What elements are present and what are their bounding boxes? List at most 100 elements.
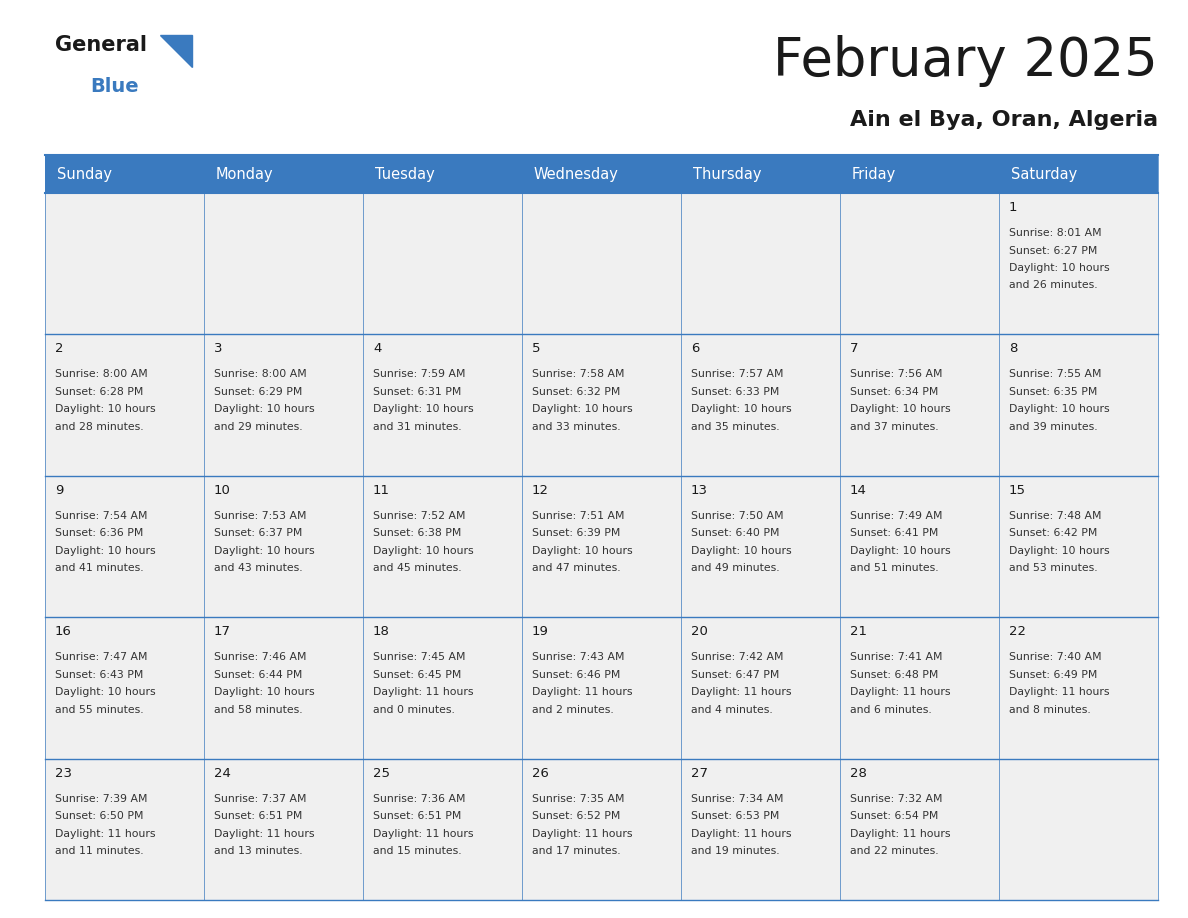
FancyBboxPatch shape [999, 758, 1158, 900]
Text: and 29 minutes.: and 29 minutes. [214, 422, 303, 431]
Text: Daylight: 10 hours: Daylight: 10 hours [849, 546, 950, 555]
FancyBboxPatch shape [999, 334, 1158, 476]
FancyBboxPatch shape [840, 334, 999, 476]
Text: Sunset: 6:54 PM: Sunset: 6:54 PM [849, 812, 939, 821]
FancyBboxPatch shape [522, 617, 681, 758]
Text: and 13 minutes.: and 13 minutes. [214, 846, 303, 856]
Text: Sunset: 6:39 PM: Sunset: 6:39 PM [532, 528, 620, 538]
Text: Sunrise: 7:34 AM: Sunrise: 7:34 AM [691, 793, 784, 803]
FancyBboxPatch shape [204, 193, 364, 334]
Text: Sunset: 6:45 PM: Sunset: 6:45 PM [373, 670, 461, 679]
Text: Sunrise: 7:39 AM: Sunrise: 7:39 AM [55, 793, 147, 803]
Text: 1: 1 [1009, 201, 1017, 214]
Text: 19: 19 [532, 625, 549, 638]
Text: Sunset: 6:28 PM: Sunset: 6:28 PM [55, 386, 144, 397]
FancyBboxPatch shape [681, 193, 840, 334]
Text: Sunset: 6:44 PM: Sunset: 6:44 PM [214, 670, 303, 679]
Text: and 35 minutes.: and 35 minutes. [691, 422, 779, 431]
Text: Wednesday: Wednesday [533, 166, 619, 182]
Text: Sunrise: 7:51 AM: Sunrise: 7:51 AM [532, 510, 625, 521]
FancyBboxPatch shape [364, 758, 522, 900]
FancyBboxPatch shape [45, 334, 204, 476]
Text: Sunrise: 7:40 AM: Sunrise: 7:40 AM [1009, 652, 1101, 662]
FancyBboxPatch shape [999, 193, 1158, 334]
Text: Sunset: 6:40 PM: Sunset: 6:40 PM [691, 528, 779, 538]
Text: Sunrise: 7:55 AM: Sunrise: 7:55 AM [1009, 369, 1101, 379]
Text: Daylight: 11 hours: Daylight: 11 hours [691, 688, 791, 697]
Text: 27: 27 [691, 767, 708, 779]
Text: Thursday: Thursday [693, 166, 762, 182]
Text: Daylight: 11 hours: Daylight: 11 hours [691, 829, 791, 839]
Text: Sunrise: 7:50 AM: Sunrise: 7:50 AM [691, 510, 784, 521]
Text: 28: 28 [849, 767, 867, 779]
Text: 15: 15 [1009, 484, 1026, 497]
Text: Sunset: 6:52 PM: Sunset: 6:52 PM [532, 812, 620, 821]
Text: and 37 minutes.: and 37 minutes. [849, 422, 939, 431]
Text: Daylight: 10 hours: Daylight: 10 hours [55, 546, 156, 555]
FancyBboxPatch shape [840, 617, 999, 758]
Text: and 8 minutes.: and 8 minutes. [1009, 705, 1091, 715]
Text: and 22 minutes.: and 22 minutes. [849, 846, 939, 856]
Text: Saturday: Saturday [1011, 166, 1078, 182]
Text: and 19 minutes.: and 19 minutes. [691, 846, 779, 856]
Text: and 4 minutes.: and 4 minutes. [691, 705, 772, 715]
FancyBboxPatch shape [999, 476, 1158, 617]
Text: Sunrise: 7:49 AM: Sunrise: 7:49 AM [849, 510, 942, 521]
FancyBboxPatch shape [45, 476, 204, 617]
Text: Daylight: 10 hours: Daylight: 10 hours [1009, 405, 1110, 414]
Text: 9: 9 [55, 484, 63, 497]
FancyBboxPatch shape [364, 617, 522, 758]
Text: Sunrise: 7:32 AM: Sunrise: 7:32 AM [849, 793, 942, 803]
Text: and 2 minutes.: and 2 minutes. [532, 705, 614, 715]
FancyBboxPatch shape [204, 617, 364, 758]
Text: Monday: Monday [216, 166, 273, 182]
Text: 21: 21 [849, 625, 867, 638]
FancyBboxPatch shape [840, 193, 999, 334]
Text: 26: 26 [532, 767, 549, 779]
FancyBboxPatch shape [999, 617, 1158, 758]
Text: and 33 minutes.: and 33 minutes. [532, 422, 620, 431]
Text: Sunrise: 8:01 AM: Sunrise: 8:01 AM [1009, 228, 1101, 238]
FancyBboxPatch shape [522, 334, 681, 476]
Text: Daylight: 11 hours: Daylight: 11 hours [532, 688, 632, 697]
Text: Sunrise: 7:42 AM: Sunrise: 7:42 AM [691, 652, 784, 662]
Text: 23: 23 [55, 767, 72, 779]
Text: General: General [55, 35, 147, 55]
FancyBboxPatch shape [364, 334, 522, 476]
Text: and 26 minutes.: and 26 minutes. [1009, 281, 1098, 290]
Text: 16: 16 [55, 625, 72, 638]
Text: February 2025: February 2025 [773, 35, 1158, 87]
Text: Sunrise: 7:48 AM: Sunrise: 7:48 AM [1009, 510, 1101, 521]
Text: and 53 minutes.: and 53 minutes. [1009, 564, 1098, 574]
Text: and 11 minutes.: and 11 minutes. [55, 846, 144, 856]
Text: Sunset: 6:43 PM: Sunset: 6:43 PM [55, 670, 144, 679]
Text: 18: 18 [373, 625, 390, 638]
Text: Sunset: 6:46 PM: Sunset: 6:46 PM [532, 670, 620, 679]
Text: and 41 minutes.: and 41 minutes. [55, 564, 144, 574]
FancyBboxPatch shape [204, 476, 364, 617]
FancyBboxPatch shape [45, 193, 204, 334]
Text: Sunset: 6:51 PM: Sunset: 6:51 PM [373, 812, 461, 821]
FancyBboxPatch shape [45, 155, 1158, 193]
Text: Daylight: 10 hours: Daylight: 10 hours [532, 546, 633, 555]
Text: 20: 20 [691, 625, 708, 638]
Text: Sunrise: 7:36 AM: Sunrise: 7:36 AM [373, 793, 466, 803]
Text: Sunset: 6:31 PM: Sunset: 6:31 PM [373, 386, 461, 397]
Text: Sunset: 6:27 PM: Sunset: 6:27 PM [1009, 245, 1098, 255]
Text: Daylight: 11 hours: Daylight: 11 hours [849, 688, 950, 697]
Text: and 0 minutes.: and 0 minutes. [373, 705, 455, 715]
Text: and 43 minutes.: and 43 minutes. [214, 564, 303, 574]
Text: and 49 minutes.: and 49 minutes. [691, 564, 779, 574]
Text: Sunrise: 7:47 AM: Sunrise: 7:47 AM [55, 652, 147, 662]
Text: Sunrise: 7:46 AM: Sunrise: 7:46 AM [214, 652, 307, 662]
Text: Daylight: 10 hours: Daylight: 10 hours [1009, 263, 1110, 273]
Text: 8: 8 [1009, 342, 1017, 355]
Text: 3: 3 [214, 342, 222, 355]
Text: Friday: Friday [852, 166, 896, 182]
Text: and 17 minutes.: and 17 minutes. [532, 846, 620, 856]
Text: Sunset: 6:49 PM: Sunset: 6:49 PM [1009, 670, 1098, 679]
Text: and 39 minutes.: and 39 minutes. [1009, 422, 1098, 431]
Text: and 51 minutes.: and 51 minutes. [849, 564, 939, 574]
Text: Sunset: 6:35 PM: Sunset: 6:35 PM [1009, 386, 1098, 397]
Text: Sunrise: 7:57 AM: Sunrise: 7:57 AM [691, 369, 784, 379]
